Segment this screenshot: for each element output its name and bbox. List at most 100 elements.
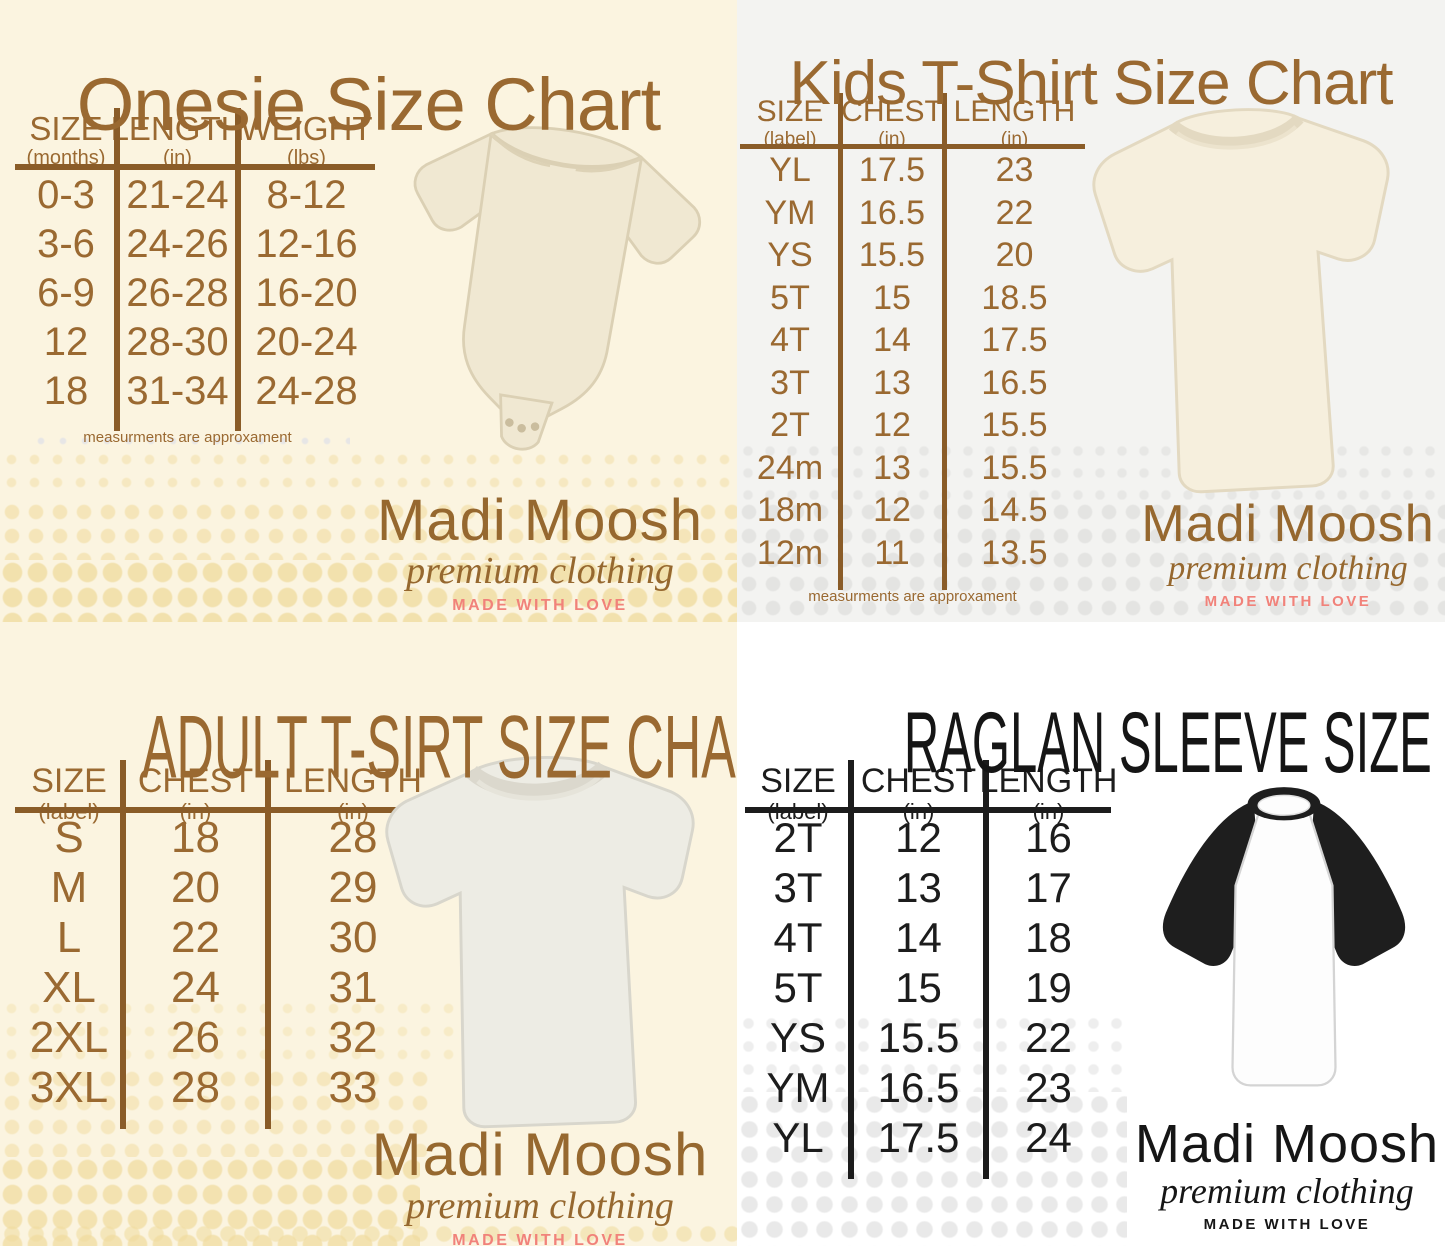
adult-tshirt-size-chart-panel: ADULT T-SIRT SIZE CHART SIZE (label) CHE…	[0, 622, 737, 1246]
table-cell: 29	[328, 863, 378, 912]
table-divider	[983, 760, 989, 1179]
table-header-rule	[745, 807, 1111, 813]
table-cell: 23	[995, 151, 1034, 190]
brand-name: Madi Moosh	[1134, 1114, 1440, 1174]
table-cell: 14.5	[981, 491, 1048, 530]
table-cell: 4T	[773, 914, 823, 961]
table-cell: YS	[769, 1014, 827, 1061]
table-header-rule	[15, 807, 438, 813]
table-cell: 31-34	[126, 368, 229, 413]
panel-title: ADULT T-SIRT SIZE CHART	[141, 696, 737, 797]
table-cell: 24	[171, 963, 220, 1012]
table-cell: 5T	[773, 964, 823, 1011]
table-cell: 19	[1025, 964, 1072, 1011]
table-cell: 13	[895, 864, 942, 911]
brand-slogan: MADE WITH LOVE	[452, 1232, 628, 1246]
table-cell: 33	[328, 1063, 378, 1112]
column-header: LENGTH (in)	[284, 762, 422, 823]
table-cell: 24	[1025, 1114, 1072, 1161]
table-cell: 23	[1025, 1064, 1072, 1111]
table-cell: 15.5	[981, 448, 1048, 487]
column-header: SIZE (months)	[26, 110, 106, 169]
table-cell: 18	[1025, 914, 1072, 961]
table-cell: 28	[328, 813, 378, 862]
table-cell: 28	[171, 1063, 220, 1112]
table-cell: 15.5	[877, 1014, 960, 1061]
table-cell: 17	[1025, 864, 1072, 911]
halftone-dots	[0, 500, 737, 560]
table-footnote: measurments are approxament	[83, 429, 292, 446]
table-cell: 16.5	[877, 1064, 960, 1111]
table-cell: 2T	[773, 814, 823, 861]
table-cell: 18	[171, 813, 220, 862]
table-cell: YM	[766, 1064, 830, 1111]
onesie-size-chart-panel: Onesie Size Chart SIZE (months) LENGTH (…	[0, 0, 737, 622]
table-cell: 3-6	[37, 221, 95, 266]
halftone-dots	[0, 1222, 737, 1246]
table-divider	[114, 108, 120, 431]
table-cell: 5T	[770, 278, 810, 317]
table-cell: 21-24	[126, 172, 229, 217]
table-header-rule	[740, 144, 1085, 149]
table-cell: 13	[873, 448, 911, 487]
table-cell: 24-28	[255, 368, 358, 413]
halftone-dots	[0, 997, 470, 1067]
table-cell: 12-16	[255, 221, 358, 266]
onesie-size-table: SIZE (months) LENGTH (in) WEIGHT (lbs) 0…	[15, 108, 375, 431]
table-cell: 22	[171, 913, 220, 962]
brand-block: Madi Moosh premium clothing MADE WITH LO…	[350, 492, 730, 614]
brand-slogan: MADE WITH LOVE	[452, 597, 628, 614]
table-cell: 12	[873, 406, 911, 445]
table-divider	[848, 760, 854, 1179]
table-cell: 17.5	[981, 321, 1048, 360]
raglan-size-table: SIZE (label) CHEST (in) LENGTH (in) 2T12…	[745, 760, 1118, 1179]
brand-block: Madi Moosh premium clothing MADE WITH LO…	[1127, 1117, 1445, 1232]
table-cell: S	[54, 813, 84, 862]
table-divider	[837, 93, 843, 590]
table-divider	[265, 760, 271, 1129]
table-cell: 17.5	[877, 1114, 960, 1161]
onesie-photo	[413, 126, 702, 451]
column-header: LENGTH (in)	[110, 110, 245, 169]
table-cell: 13	[873, 363, 911, 402]
table-cell: M	[50, 863, 88, 912]
table-cell: 31	[328, 963, 378, 1012]
adult-tshirt-photo	[385, 756, 695, 1129]
table-cell: 3T	[773, 864, 823, 911]
table-cell: 18	[43, 368, 89, 413]
halftone-dots	[737, 500, 1445, 622]
table-cell: YL	[772, 1114, 824, 1161]
table-cell: 20-24	[255, 319, 358, 364]
raglan-sleeve-size-chart-panel: RAGLAN SLEEVE SIZE CHART SIZE (label) CH…	[737, 622, 1445, 1246]
table-cell: 20	[995, 236, 1034, 275]
table-cell: 15	[895, 964, 942, 1011]
table-cell: 24-26	[126, 221, 229, 266]
kids-tshirt-size-chart-panel: Kids T-Shirt Size Chart SIZE (label) CHE…	[737, 0, 1445, 622]
table-cell: 13.5	[981, 533, 1048, 572]
halftone-dots	[737, 1012, 1127, 1092]
table-cell: 16.5	[981, 363, 1048, 402]
column-header: LENGTH (in)	[979, 762, 1118, 823]
table-cell: YL	[769, 151, 811, 190]
table-cell: 15.5	[981, 406, 1048, 445]
adult-size-table: SIZE (label) CHEST (in) LENGTH (in) S182…	[15, 760, 438, 1129]
table-cell: 26	[171, 1013, 220, 1062]
table-cell: 4T	[770, 321, 810, 360]
table-cell: YM	[764, 193, 816, 232]
table-cell: 14	[873, 321, 911, 360]
table-cell: 16	[1025, 814, 1072, 861]
brand-name: Madi Moosh	[371, 1121, 709, 1188]
column-header: CHEST (in)	[860, 762, 977, 823]
brand-slogan: MADE WITH LOVE	[1203, 1216, 1371, 1233]
table-divider	[120, 760, 126, 1129]
table-footnote: measurments are approxament	[808, 588, 1017, 605]
table-cell: 22	[995, 193, 1034, 232]
table-cell: 32	[328, 1013, 378, 1062]
brand-slogan: MADE WITH LOVE	[1204, 593, 1372, 610]
table-cell: 18m	[756, 491, 824, 530]
panel-title: RAGLAN SLEEVE SIZE CHART	[903, 695, 1445, 792]
panel-title: Onesie Size Chart	[76, 62, 662, 146]
table-cell: L	[56, 913, 82, 962]
table-cell: 30	[328, 913, 378, 962]
